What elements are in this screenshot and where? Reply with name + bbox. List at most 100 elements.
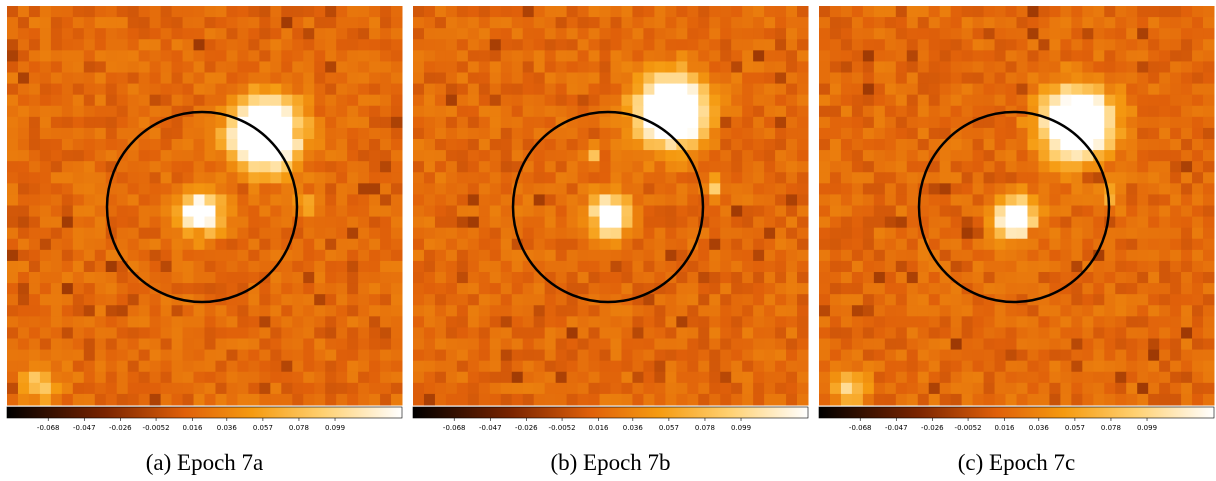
pixel <box>720 261 731 273</box>
pixel <box>1170 394 1181 406</box>
pixel <box>1181 206 1192 218</box>
pixel <box>95 206 106 218</box>
pixel <box>907 239 918 251</box>
pixel <box>380 106 391 118</box>
pixel <box>336 6 347 18</box>
pixel <box>621 316 632 328</box>
pixel <box>73 61 84 73</box>
pixel <box>237 39 248 51</box>
pixel <box>764 128 775 140</box>
pixel <box>929 73 940 85</box>
pixel <box>1060 139 1071 151</box>
pixel <box>786 17 797 29</box>
pixel <box>830 117 841 129</box>
pixel <box>259 372 270 384</box>
pixel <box>183 6 194 18</box>
pixel <box>1082 6 1093 18</box>
pixel <box>687 261 698 273</box>
pixel <box>62 339 73 351</box>
pixel <box>578 372 589 384</box>
pixel <box>534 150 545 162</box>
pixel <box>1060 50 1071 62</box>
pixel <box>369 172 380 184</box>
pixel <box>1082 128 1093 140</box>
pixel <box>358 17 369 29</box>
pixel <box>731 217 742 229</box>
pixel <box>764 6 775 18</box>
pixel <box>742 117 753 129</box>
pixel <box>205 206 216 218</box>
pixel <box>929 84 940 96</box>
pixel <box>600 84 611 96</box>
pixel <box>84 350 95 362</box>
pixel <box>457 305 468 317</box>
pixel <box>907 194 918 206</box>
pixel <box>841 250 852 262</box>
pixel <box>292 350 303 362</box>
pixel <box>545 139 556 151</box>
pixel <box>1071 161 1082 173</box>
pixel <box>632 50 643 62</box>
pixel <box>259 206 270 218</box>
pixel <box>973 61 984 73</box>
pixel <box>435 339 446 351</box>
pixel <box>161 228 172 240</box>
pixel <box>863 394 874 406</box>
pixel <box>490 383 501 395</box>
pixel <box>369 316 380 328</box>
pixel <box>391 139 402 151</box>
pixel <box>1060 73 1071 85</box>
pixel <box>1104 339 1115 351</box>
caption: (c) Epoch 7c <box>958 450 1076 475</box>
pixel <box>687 61 698 73</box>
pixel <box>589 327 600 339</box>
pixel <box>325 272 336 284</box>
pixel <box>1038 128 1049 140</box>
pixel <box>654 161 665 173</box>
pixel <box>797 172 808 184</box>
pixel <box>742 383 753 395</box>
colorbar-tick-label: -0.026 <box>515 424 538 432</box>
pixel <box>567 106 578 118</box>
pixel <box>161 17 172 29</box>
pixel <box>1049 261 1060 273</box>
pixel <box>259 161 270 173</box>
pixel <box>984 261 995 273</box>
pixel <box>468 194 479 206</box>
pixel <box>1082 73 1093 85</box>
pixel <box>479 139 490 151</box>
pixel <box>753 261 764 273</box>
pixel <box>40 261 51 273</box>
pixel <box>139 84 150 96</box>
pixel <box>1071 228 1082 240</box>
pixel <box>1006 172 1017 184</box>
colorbar-tick-label: -0.026 <box>921 424 944 432</box>
pixel <box>1192 394 1203 406</box>
pixel <box>534 394 545 406</box>
pixel <box>194 28 205 40</box>
pixel <box>435 316 446 328</box>
pixel <box>183 394 194 406</box>
pixel <box>117 39 128 51</box>
pixel <box>797 272 808 284</box>
pixel <box>1006 383 1017 395</box>
pixel <box>7 128 18 140</box>
pixel <box>73 172 84 184</box>
pixel <box>1049 183 1060 195</box>
pixel <box>314 217 325 229</box>
pixel <box>172 139 183 151</box>
pixel <box>973 394 984 406</box>
pixel <box>1082 183 1093 195</box>
pixel <box>1192 350 1203 362</box>
pixel <box>654 61 665 73</box>
pixel <box>797 217 808 229</box>
pixel <box>369 117 380 129</box>
pixel <box>303 228 314 240</box>
pixel <box>852 84 863 96</box>
pixel <box>106 61 117 73</box>
pixel <box>1181 250 1192 262</box>
pixel <box>106 261 117 273</box>
pixel <box>18 84 29 96</box>
pixel <box>797 239 808 251</box>
pixel <box>545 327 556 339</box>
